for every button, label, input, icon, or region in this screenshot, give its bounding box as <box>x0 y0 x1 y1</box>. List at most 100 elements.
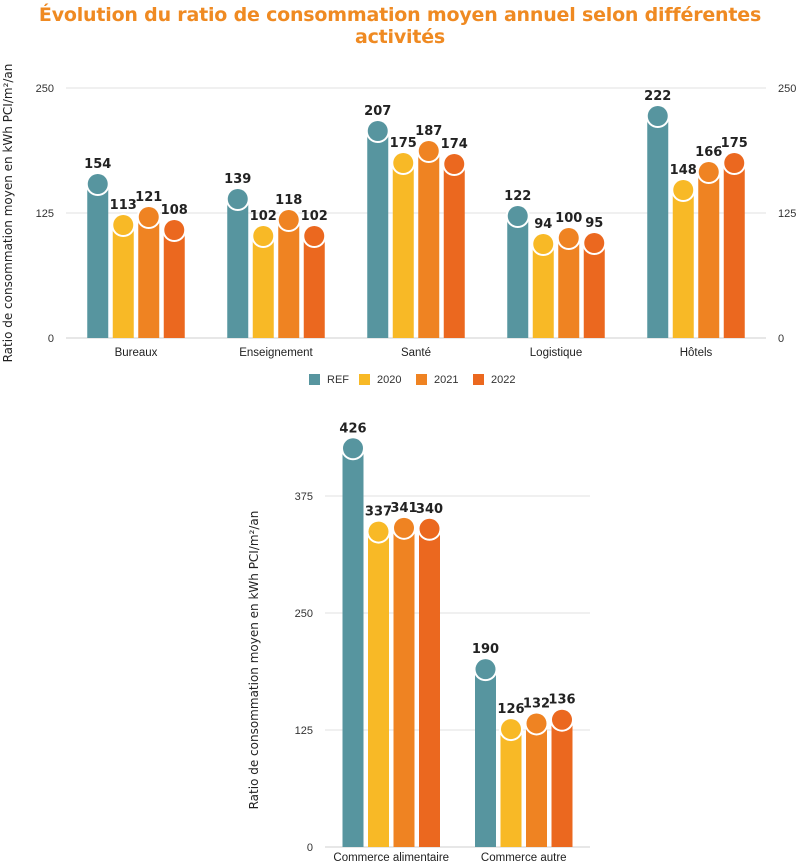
data-label: 174 <box>441 137 468 152</box>
bar-cap-REF <box>367 121 388 141</box>
bar-cap-2021 <box>698 162 719 182</box>
bar-2021 <box>418 151 440 338</box>
data-label: 108 <box>161 203 188 218</box>
y-tick-label-right: 0 <box>778 333 784 345</box>
bar-cap-REF <box>475 659 496 680</box>
bar-cap-REF <box>227 189 248 209</box>
bar-2020 <box>500 729 522 847</box>
y-tick-label: 0 <box>307 842 313 854</box>
data-label: 102 <box>301 209 328 224</box>
bar-REF <box>647 116 669 338</box>
data-label: 136 <box>548 693 575 708</box>
category-label: Logistique <box>530 347 582 359</box>
category-label: Enseignement <box>239 347 313 359</box>
bar-2022 <box>443 164 465 338</box>
legend-swatch-2020 <box>359 374 370 385</box>
bar-cap-2021 <box>278 210 299 230</box>
bar-cap-2020 <box>393 153 414 173</box>
bar-2022 <box>723 163 745 338</box>
legend-swatch-REF <box>309 374 320 385</box>
y-tick-label: 125 <box>36 208 54 220</box>
bar-cap-2020 <box>673 180 694 200</box>
y-axis-label: Ratio de consommation moyen en kWh PCI/m… <box>1 64 15 363</box>
bar-2021 <box>393 527 415 847</box>
data-label: 113 <box>110 198 137 213</box>
data-label: 95 <box>585 216 603 231</box>
data-label: 166 <box>695 145 722 160</box>
y-tick-label-right: 125 <box>778 208 796 220</box>
bar-cap-REF <box>343 438 363 459</box>
chart-2 <box>325 436 590 848</box>
bar-2021 <box>558 238 580 338</box>
chart-title: Évolution du ratio de consommation moyen… <box>38 4 762 48</box>
data-label: 148 <box>670 163 697 178</box>
bar-REF <box>342 448 364 847</box>
bar-cap-2022 <box>419 518 440 539</box>
bar-2020 <box>672 190 694 338</box>
y-tick-label: 375 <box>295 491 313 503</box>
data-label: 175 <box>390 136 417 151</box>
bar-REF <box>227 199 249 338</box>
bar-2020 <box>252 236 274 338</box>
bar-cap-REF <box>647 106 668 126</box>
data-label: 118 <box>275 193 302 208</box>
y-axis-label: Ratio de consommation moyen en kWh PCI/m… <box>247 511 261 810</box>
bar-cap-2020 <box>113 215 134 235</box>
data-label: 121 <box>135 190 162 205</box>
bar-2021 <box>698 172 720 338</box>
data-label: 190 <box>472 642 499 657</box>
bar-cap-REF <box>87 174 108 194</box>
bar-2021 <box>526 723 547 847</box>
bar-cap-2021 <box>526 713 547 734</box>
data-label: 122 <box>504 189 531 204</box>
bar-cap-2021 <box>418 141 439 161</box>
bar-REF <box>367 131 389 338</box>
legend-label: 2020 <box>377 374 401 386</box>
bar-cap-2020 <box>533 234 554 254</box>
bar-cap-2022 <box>584 233 605 253</box>
y-tick-label: 250 <box>295 608 313 620</box>
bar-cap-REF <box>507 206 528 226</box>
bar-2020 <box>368 531 389 847</box>
category-label: Santé <box>401 347 431 359</box>
bar-cap-2021 <box>394 517 414 538</box>
y-tick-label: 125 <box>295 725 313 737</box>
bar-cap-2021 <box>558 228 579 248</box>
category-label: Bureaux <box>115 347 158 359</box>
category-label: Hôtels <box>680 347 713 359</box>
bar-2020 <box>392 163 414 338</box>
bar-cap-2022 <box>304 226 325 246</box>
data-label: 337 <box>365 505 392 520</box>
legend-label: 2021 <box>434 374 458 386</box>
legend-label: REF <box>327 374 349 386</box>
data-label: 132 <box>523 696 550 711</box>
bar-2021 <box>278 220 300 338</box>
data-label: 139 <box>224 172 251 187</box>
bar-2022 <box>163 230 185 338</box>
bar-cap-2022 <box>444 154 465 174</box>
data-label: 207 <box>364 104 391 119</box>
y-tick-label: 0 <box>48 333 54 345</box>
bar-cap-2022 <box>164 220 185 240</box>
bar-cap-2021 <box>138 207 159 227</box>
bar-REF <box>87 184 109 338</box>
chart-1 <box>66 87 766 339</box>
bar-REF <box>507 216 529 338</box>
bar-2020 <box>112 225 134 338</box>
data-label: 222 <box>644 89 671 104</box>
bar-REF <box>475 669 496 847</box>
data-label: 154 <box>84 157 111 172</box>
data-label: 94 <box>534 217 552 232</box>
bar-2022 <box>419 528 440 847</box>
bar-2020 <box>532 244 554 338</box>
bar-2021 <box>138 217 160 338</box>
data-label: 126 <box>497 702 524 717</box>
data-label: 100 <box>555 211 582 226</box>
y-tick-label-right: 250 <box>778 83 796 95</box>
data-label: 426 <box>339 421 366 436</box>
bar-2022 <box>583 243 605 338</box>
bar-cap-2020 <box>368 521 389 542</box>
data-label: 175 <box>721 136 748 151</box>
